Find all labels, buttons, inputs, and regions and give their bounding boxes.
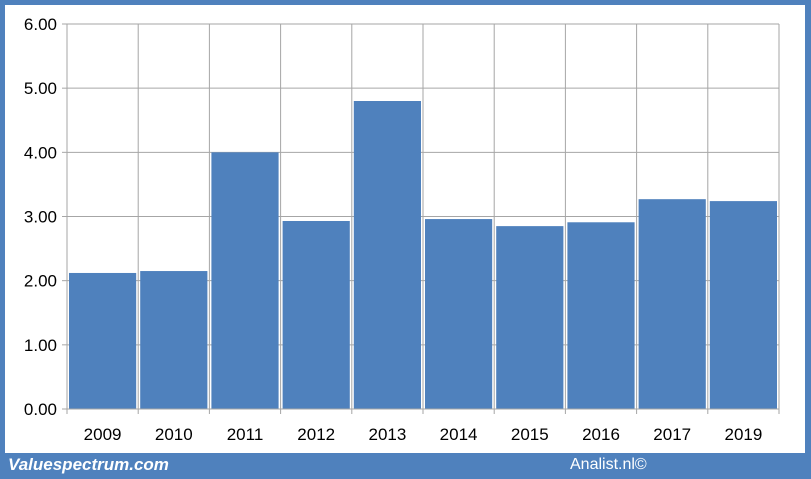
y-tick-label: 6.00 xyxy=(24,15,57,34)
bar-2011 xyxy=(211,152,279,410)
bar-2015 xyxy=(496,226,564,409)
y-tick-label: 4.00 xyxy=(24,143,57,162)
footer-site-name: Valuespectrum.com xyxy=(8,455,169,474)
y-tick-label: 3.00 xyxy=(24,208,57,227)
bar-2010 xyxy=(140,271,208,409)
bar-chart: 0.00 1.00 2.00 3.00 4.00 5.00 6.00 2009 2010 201… xyxy=(24,15,780,444)
x-tick-label: 2019 xyxy=(724,425,762,444)
y-tick-label: 2.00 xyxy=(24,272,57,291)
y-tick-label: 1.00 xyxy=(24,336,57,355)
y-tick-label: 0.00 xyxy=(24,400,57,419)
axes xyxy=(62,23,779,410)
bar-2017 xyxy=(638,199,706,409)
footer-copyright: Analist.nl© xyxy=(570,456,647,473)
bar-2019 xyxy=(709,201,777,409)
bar-2016 xyxy=(567,222,635,409)
x-tick-label: 2013 xyxy=(368,425,406,444)
x-tick-label: 2011 xyxy=(227,425,264,444)
x-tick-labels: 2009 2010 2011 2012 2013 2014 2015 2016 2017 2019 xyxy=(84,425,763,444)
bar-2012 xyxy=(282,220,350,409)
bar-2009 xyxy=(69,272,137,409)
y-tick-labels: 0.00 1.00 2.00 3.00 4.00 5.00 6.00 xyxy=(24,15,57,419)
x-tick-label: 2015 xyxy=(511,425,549,444)
bars xyxy=(69,101,777,410)
x-tick-label: 2010 xyxy=(155,425,193,444)
bar-2013 xyxy=(353,101,421,409)
x-tick-label: 2009 xyxy=(84,425,122,444)
y-tick-label: 5.00 xyxy=(24,79,57,98)
x-tick-label: 2014 xyxy=(440,425,478,444)
gridlines xyxy=(66,23,780,414)
bar-2014 xyxy=(425,219,493,409)
x-tick-label: 2017 xyxy=(653,425,691,444)
x-tick-label: 2012 xyxy=(297,425,335,444)
x-tick-label: 2016 xyxy=(582,425,620,444)
chart-area: 0.00 1.00 2.00 3.00 4.00 5.00 6.00 2009 2010 201… xyxy=(5,5,805,453)
